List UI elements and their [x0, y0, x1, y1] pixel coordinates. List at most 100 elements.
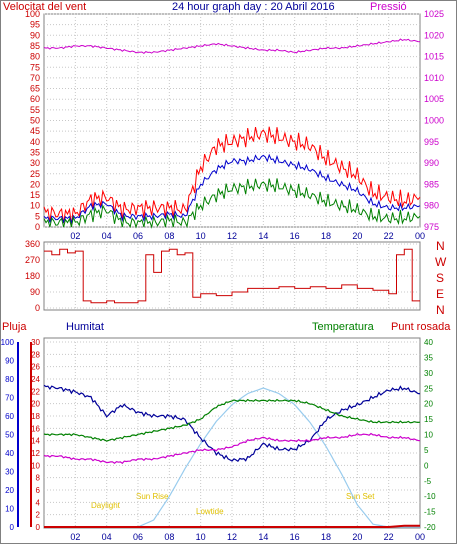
wind-x-tick: 16: [290, 231, 300, 241]
pressure-label: Pressió: [370, 1, 407, 13]
dir-letter-n-top: N: [436, 239, 445, 253]
wind-speed-label: Velocitat del vent: [3, 1, 86, 13]
rain-y-tick: 6: [36, 486, 41, 495]
weather-x-tick: 02: [70, 532, 80, 542]
pressure-y-tick: 975: [424, 222, 439, 232]
wind-y-tick: 15: [30, 190, 40, 200]
rain-line: [44, 524, 420, 528]
weather-x-tick: 16: [290, 532, 300, 542]
wind-y-tick: 40: [30, 137, 40, 147]
pressure-y-tick: 990: [424, 158, 439, 168]
direction-y-tick: 0: [35, 303, 40, 313]
wind-y-tick: 0: [35, 222, 40, 232]
weather-x-tick: 10: [196, 532, 206, 542]
rain-y-tick: 18: [31, 412, 40, 421]
wind-y-tick: 80: [30, 52, 40, 62]
wind-gust-line: [43, 126, 421, 225]
wind-x-tick: 10: [196, 231, 206, 241]
wind-y-tick: 100: [25, 9, 40, 19]
rain-y-tick: 14: [31, 437, 40, 446]
dir-letter-w: W: [435, 255, 447, 269]
graph-title: 24 hour graph day : 20 Abril 2016: [172, 1, 335, 13]
pressure-y-tick: 995: [424, 137, 439, 147]
dir-letter-s: S: [436, 271, 444, 285]
wind-x-tick: 18: [321, 231, 331, 241]
rain-y-tick: 28: [31, 350, 40, 359]
wind-y-tick: 55: [30, 105, 40, 115]
wind-y-tick: 30: [30, 158, 40, 168]
wind-y-tick: 20: [30, 179, 40, 189]
temperature-y-tick: -5: [424, 477, 432, 486]
humidity-y-tick: 50: [5, 431, 14, 440]
temperature-y-tick: 5: [424, 446, 429, 455]
wind-y-tick: 25: [30, 169, 40, 179]
temperature-y-tick: 0: [424, 461, 429, 470]
wind-x-tick: 06: [133, 231, 143, 241]
temperature-y-tick: -15: [424, 508, 436, 517]
rain-y-tick: 16: [31, 424, 40, 433]
weather-x-tick: 06: [133, 532, 143, 542]
dewpoint-line: [43, 432, 421, 465]
sunrise-label: Sun Rise: [136, 492, 169, 501]
rain-y-tick: 30: [31, 338, 40, 347]
rain-label: Pluja: [2, 321, 27, 333]
temperature-y-tick: 25: [424, 384, 433, 393]
temperature-line: [43, 398, 421, 442]
humidity-y-tick: 30: [5, 468, 14, 477]
rain-y-tick: 24: [31, 375, 40, 384]
rain-y-tick: 10: [31, 461, 40, 470]
temperature-label: Temperatura: [312, 321, 375, 333]
wind-y-tick: 85: [30, 41, 40, 51]
dir-letter-n-bottom: N: [436, 303, 445, 317]
wind-y-tick: 5: [35, 211, 40, 221]
wind-x-tick: 02: [70, 231, 80, 241]
rain-y-tick: 4: [36, 498, 41, 507]
wind-y-tick: 95: [30, 20, 40, 30]
wind-x-tick: 00: [415, 231, 425, 241]
temperature-y-tick: -20: [424, 523, 436, 532]
wind-y-tick: 75: [30, 62, 40, 72]
wind-y-tick: 70: [30, 73, 40, 83]
weather-x-tick: 00: [415, 532, 425, 542]
wind-x-tick: 04: [102, 231, 112, 241]
temperature-y-tick: 15: [424, 415, 433, 424]
wind-low-line: [43, 178, 421, 229]
pressure-y-tick: 1010: [424, 73, 444, 83]
humidity-line: [43, 384, 421, 463]
temperature-y-tick: 10: [424, 431, 433, 440]
sunset-label: Sun Set: [346, 492, 375, 501]
humidity-y-tick: 100: [1, 338, 15, 347]
rain-y-tick: 2: [36, 511, 41, 520]
weather-x-tick: 14: [258, 532, 268, 542]
wind-y-tick: 50: [30, 116, 40, 126]
weather-x-tick: 12: [227, 532, 237, 542]
direction-panel-frame: [43, 241, 421, 311]
temperature-y-tick: 35: [424, 353, 433, 362]
direction-y-tick: 180: [25, 271, 40, 281]
weather-x-tick: 22: [384, 532, 394, 542]
pressure-y-tick: 1000: [424, 116, 444, 126]
humidity-y-tick: 60: [5, 412, 14, 421]
temperature-y-tick: -10: [424, 492, 436, 501]
wind-y-tick: 45: [30, 126, 40, 136]
rain-y-tick: 0: [36, 523, 41, 532]
humidity-y-tick: 80: [5, 375, 14, 384]
pressure-y-tick: 1025: [424, 9, 444, 19]
humidity-y-tick: 90: [5, 357, 14, 366]
dewpoint-label: Punt rosada: [391, 321, 451, 333]
temperature-y-tick: 40: [424, 338, 433, 347]
dir-letter-e: E: [436, 287, 444, 301]
weather-x-tick: 04: [102, 532, 112, 542]
wind-y-tick: 60: [30, 94, 40, 104]
wind-x-tick: 20: [352, 231, 362, 241]
daylight-label: Daylight: [91, 501, 121, 510]
pressure-y-tick: 985: [424, 179, 439, 189]
pressure-line: [43, 38, 421, 55]
humidity-y-tick: 20: [5, 486, 14, 495]
rain-y-tick: 8: [36, 474, 41, 483]
weather-x-tick: 20: [352, 532, 362, 542]
direction-y-tick: 360: [25, 239, 40, 249]
